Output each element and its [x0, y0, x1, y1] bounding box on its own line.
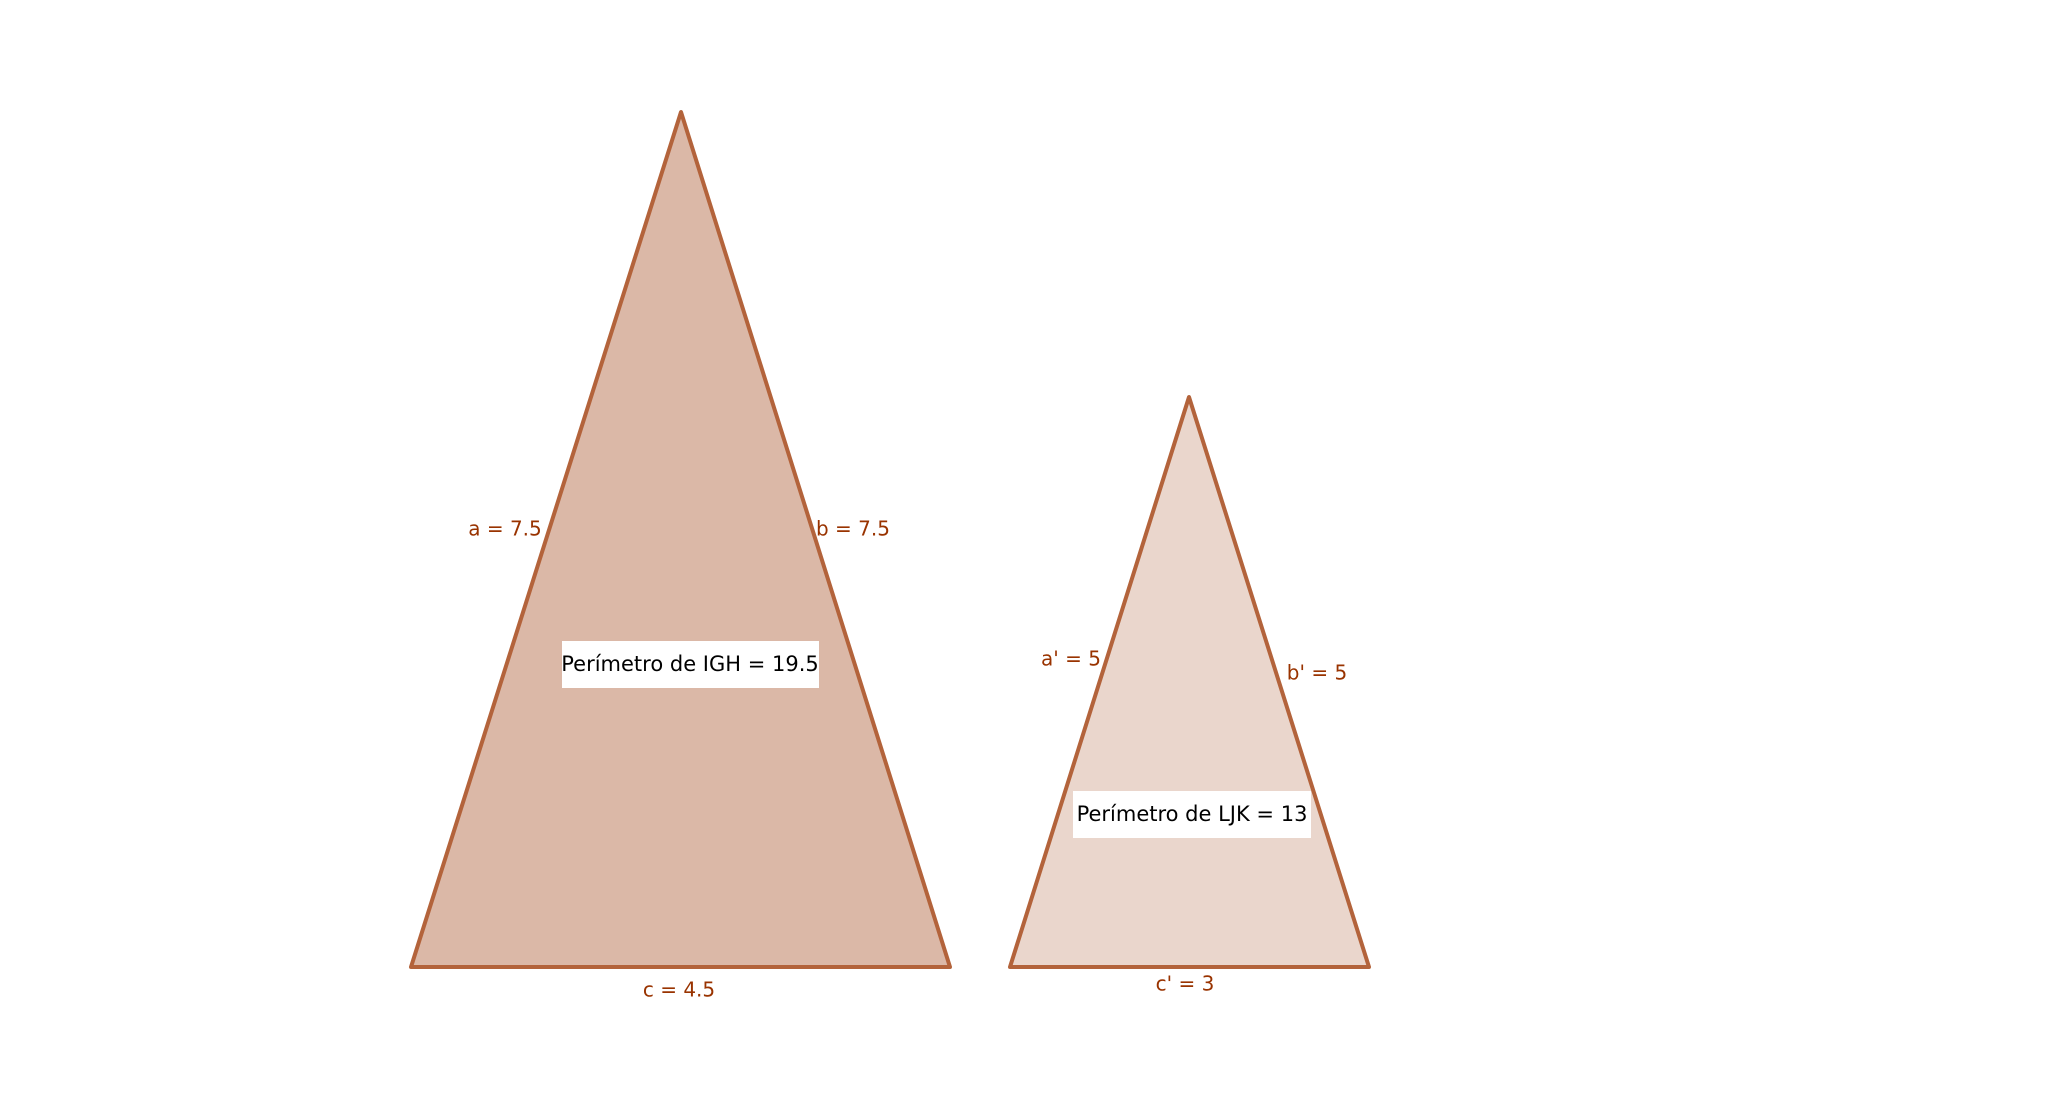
perimeter-label: Perímetro de LJK = 13	[1077, 802, 1308, 826]
triangle-igh	[409, 110, 952, 969]
side-label: c = 4.5	[643, 978, 715, 1002]
perimeter-box	[562, 641, 819, 688]
side-label: a = 7.5	[468, 517, 542, 541]
side-label: c' = 3	[1156, 972, 1215, 996]
perimeter-box	[1073, 791, 1311, 838]
side-label: b = 7.5	[816, 517, 890, 541]
side-label: b' = 5	[1287, 661, 1347, 685]
side-label: a' = 5	[1041, 647, 1101, 671]
perimeter-label: Perímetro de IGH = 19.5	[561, 652, 819, 676]
